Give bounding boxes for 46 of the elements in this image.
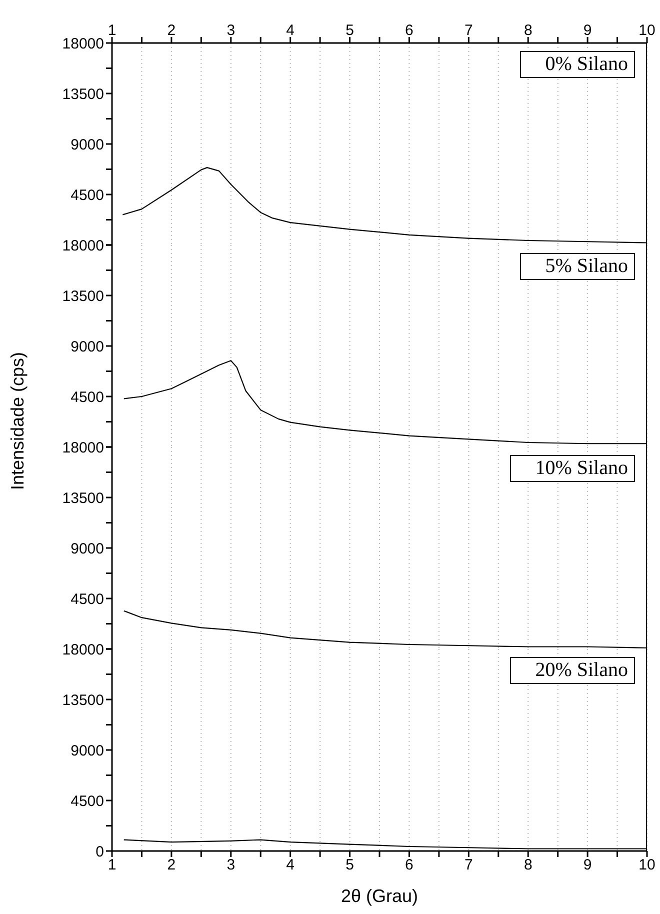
x-axis-title: 2θ (Grau) [340, 886, 418, 906]
x-tick-label: 4 [286, 856, 295, 874]
x2-tick-label: 5 [346, 22, 354, 39]
y-tick-label: 4500 [70, 590, 104, 608]
y-tick-label: 18000 [62, 641, 104, 658]
x-tick-label: 5 [346, 856, 354, 874]
x-tick-label: 3 [226, 856, 236, 874]
y-tick-label: 13500 [62, 86, 104, 103]
x-tick-label: 2 [167, 856, 176, 874]
y-tick-label: 9000 [70, 540, 104, 558]
x2-tick-label: 8 [524, 22, 532, 39]
x2-tick-label: 2 [167, 22, 176, 39]
y-tick-label: 0 [96, 843, 104, 860]
x2-tick-label: 10 [638, 22, 656, 39]
y-tick-label: 18000 [62, 237, 104, 254]
x-tick-label: 9 [583, 856, 592, 874]
y-tick-label: 9000 [70, 742, 104, 760]
x2-tick-label: 1 [108, 22, 116, 39]
y-tick-label: 13500 [62, 288, 104, 305]
x-tick-label: 8 [524, 856, 532, 874]
y-tick-label: 18000 [62, 439, 104, 456]
y-tick-label: 9000 [70, 338, 104, 356]
x2-tick-label: 3 [226, 22, 236, 39]
y-tick-label: 13500 [62, 490, 104, 507]
y-axis-title: Intensidade (cps) [8, 352, 28, 490]
y-tick-label: 4500 [70, 186, 104, 204]
annotation: 5% Silano [520, 253, 635, 280]
line-series [123, 610, 647, 648]
x-tick-label: 6 [405, 856, 414, 874]
x2-tick-label: 9 [583, 22, 592, 39]
annotation: 10% Silano [510, 455, 635, 482]
y-tick-label: 13500 [62, 692, 104, 709]
y-tick-label: 9000 [70, 136, 104, 154]
line-series [122, 167, 647, 244]
x-tick-label: 10 [638, 856, 656, 874]
x2-tick-label: 7 [464, 22, 473, 39]
x-tick-label: 1 [108, 856, 116, 874]
x-tick-label: 7 [464, 856, 473, 874]
annotation: 20% Silano [510, 657, 635, 684]
x2-tick-label: 6 [405, 22, 414, 39]
x2-tick-label: 4 [286, 22, 295, 39]
y-tick-label: 4500 [70, 792, 104, 810]
y-tick-label: 4500 [70, 388, 104, 406]
line-series [123, 360, 647, 444]
annotation: 0% Silano [520, 51, 635, 78]
y-tick-label: 18000 [62, 35, 104, 52]
